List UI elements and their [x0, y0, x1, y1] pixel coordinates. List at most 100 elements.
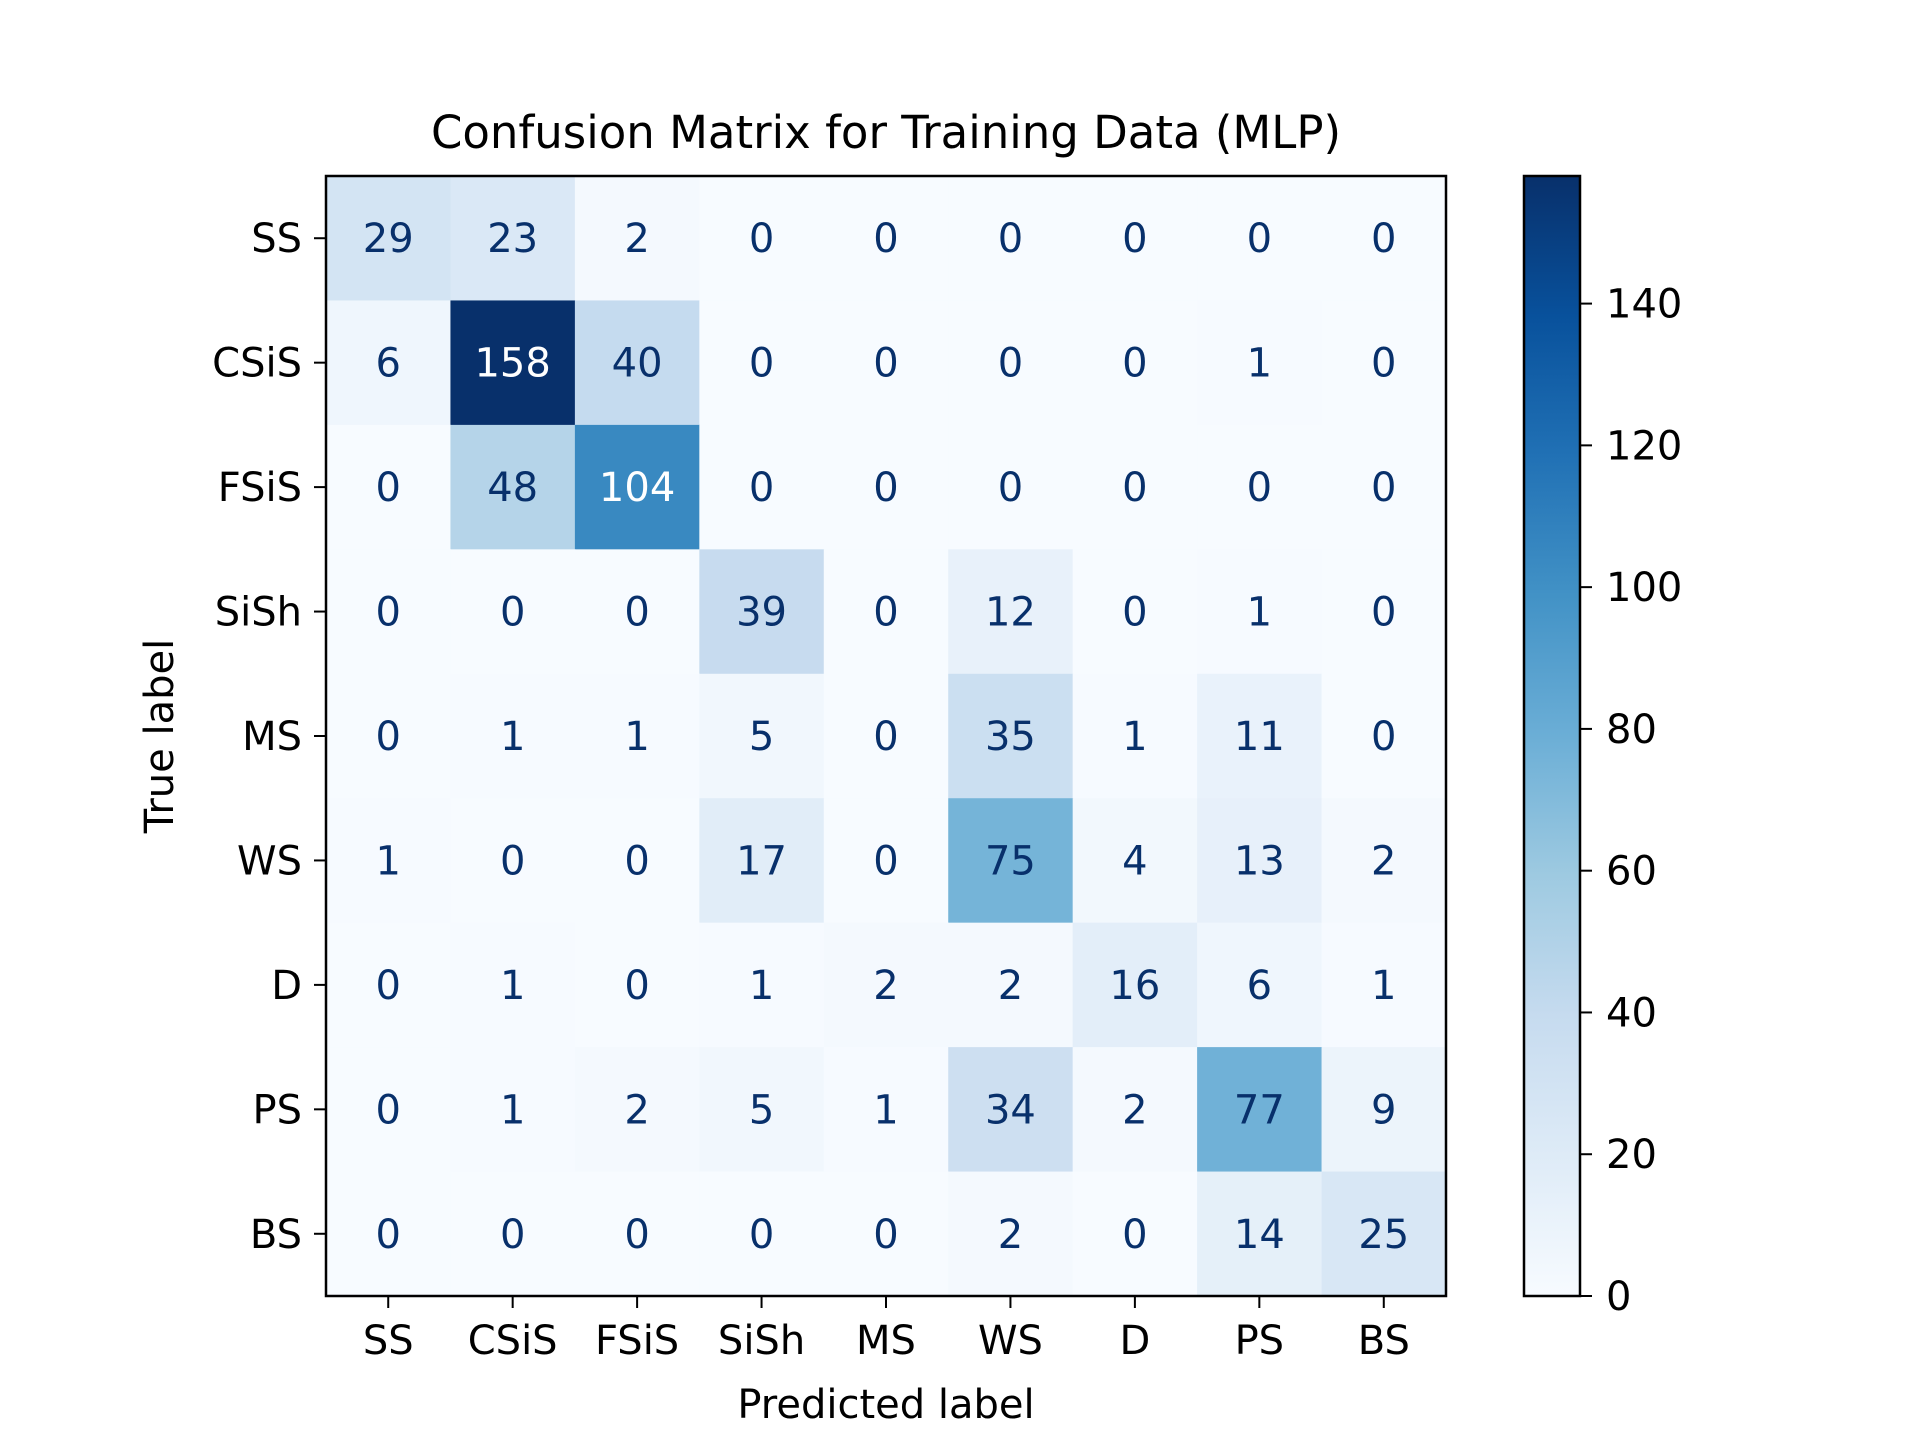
- y-tick-label: FSiS: [218, 465, 302, 511]
- colorbar-tick-label: 120: [1606, 423, 1682, 469]
- cell-value-label: 0: [873, 1212, 898, 1258]
- heatmap-cell: [326, 549, 452, 675]
- cell-value-label: 0: [873, 341, 898, 387]
- colorbar-axis: 0 20 40 60 80 100 120 140: [1580, 282, 1682, 1320]
- x-tick-label: CSiS: [468, 1318, 558, 1364]
- cell-value-label: 0: [375, 714, 400, 760]
- colorbar: [1522, 174, 1582, 1298]
- heatmap-cell: [1072, 549, 1198, 675]
- colorbar-tick-label: 40: [1606, 990, 1657, 1036]
- y-tick-label: CSiS: [212, 341, 302, 387]
- heatmap-cell: [1072, 300, 1198, 426]
- heatmap-cell: [1197, 922, 1323, 1048]
- cell-value-label: 0: [998, 341, 1023, 387]
- heatmap-cell: [823, 549, 949, 675]
- heatmap-cell: [574, 1047, 700, 1173]
- heatmap-cell: [823, 424, 949, 550]
- heatmap-cell: [948, 922, 1074, 1048]
- y-tick-label: MS: [242, 714, 302, 760]
- cell-value-label: 2: [1371, 838, 1396, 884]
- cell-value-label: 39: [736, 590, 787, 636]
- cell-value-label: 48: [487, 465, 538, 511]
- heatmap-cell: [948, 1047, 1074, 1173]
- cell-value-label: 0: [1371, 714, 1396, 760]
- heatmap-cell: [823, 300, 949, 426]
- heatmap-cell: [1197, 1171, 1323, 1297]
- heatmap-cell: [699, 798, 825, 924]
- cell-value-label: 2: [624, 216, 649, 262]
- heatmap-cell: [823, 176, 949, 302]
- cell-value-label: 0: [749, 341, 774, 387]
- cell-value-label: 0: [749, 216, 774, 262]
- heatmap-cell: [1197, 176, 1323, 302]
- cell-value-label: 0: [1371, 341, 1396, 387]
- heatmap-cell: [574, 1171, 700, 1297]
- cell-value-label: 0: [1247, 465, 1272, 511]
- heatmap-cell: [948, 673, 1074, 799]
- cell-value-label: 0: [873, 714, 898, 760]
- x-tick-label: PS: [1235, 1318, 1285, 1364]
- cell-value-label: 5: [749, 1087, 774, 1133]
- x-tick-label: FSiS: [595, 1318, 679, 1364]
- heatmap-cells: 29 23 2 0 0 0 0 0 06 158 40 0 0 0 0 1 00 48 104 0 0 0 0 0 00 0 0 39…: [326, 176, 1447, 1297]
- y-tick-label: BS: [250, 1212, 302, 1258]
- cell-value-label: 1: [500, 963, 525, 1009]
- y-tick-label: WS: [237, 838, 302, 884]
- heatmap-cell: [1197, 673, 1323, 799]
- heatmap-cell: [823, 1171, 949, 1297]
- heatmap-cell: [823, 1047, 949, 1173]
- cell-value-label: 0: [1371, 590, 1396, 636]
- heatmap-cell: [699, 922, 825, 1048]
- cell-value-label: 4: [1122, 838, 1147, 884]
- cell-value-label: 17: [736, 838, 787, 884]
- y-axis: SS CSiS FSiS SiSh MS WS D PS BS: [212, 216, 326, 1258]
- x-tick-label: SS: [363, 1318, 414, 1364]
- cell-value-label: 0: [873, 838, 898, 884]
- cell-value-label: 0: [375, 590, 400, 636]
- heatmap-cell: [823, 798, 949, 924]
- cell-value-label: 0: [873, 465, 898, 511]
- cell-value-label: 34: [985, 1087, 1036, 1133]
- heatmap-cell: [326, 424, 452, 550]
- cell-value-label: 0: [1122, 341, 1147, 387]
- cell-value-label: 0: [1122, 465, 1147, 511]
- cell-value-label: 2: [998, 963, 1023, 1009]
- cell-value-label: 0: [375, 963, 400, 1009]
- heatmap-cell: [948, 549, 1074, 675]
- cell-value-label: 1: [500, 1087, 525, 1133]
- cell-value-label: 35: [985, 714, 1036, 760]
- cell-value-label: 0: [1122, 216, 1147, 262]
- heatmap-cell: [948, 1171, 1074, 1297]
- cell-value-label: 1: [375, 838, 400, 884]
- colorbar-tick-label: 20: [1606, 1132, 1657, 1178]
- y-tick-label: SiSh: [215, 590, 302, 636]
- heatmap-cell: [574, 424, 700, 550]
- cell-value-label: 29: [363, 216, 414, 262]
- x-tick-label: D: [1119, 1318, 1150, 1364]
- cell-value-label: 1: [500, 714, 525, 760]
- heatmap-cell: [699, 549, 825, 675]
- cell-value-label: 1: [1247, 590, 1272, 636]
- heatmap-cell: [948, 424, 1074, 550]
- heatmap-cell: [1072, 922, 1198, 1048]
- heatmap-cell: [823, 922, 949, 1048]
- cell-value-label: 1: [873, 1087, 898, 1133]
- x-tick-label: SiSh: [718, 1318, 805, 1364]
- cell-value-label: 14: [1234, 1212, 1285, 1258]
- cell-value-label: 0: [1371, 216, 1396, 262]
- heatmap-cell: [326, 922, 452, 1048]
- cell-value-label: 0: [375, 1212, 400, 1258]
- cell-value-label: 23: [487, 216, 538, 262]
- heatmap-cell: [574, 798, 700, 924]
- heatmap-cell: [326, 176, 452, 302]
- x-axis: SS CSiS FSiS SiSh MS WS D PS BS: [363, 1296, 1410, 1364]
- cell-value-label: 11: [1234, 714, 1285, 760]
- heatmap-cell: [450, 1171, 576, 1297]
- heatmap-cell: [326, 300, 452, 426]
- heatmap-cell: [1321, 549, 1447, 675]
- heatmap-cell: [1321, 1171, 1447, 1297]
- cell-value-label: 2: [998, 1212, 1023, 1258]
- cell-value-label: 13: [1234, 838, 1285, 884]
- cell-value-label: 1: [1247, 341, 1272, 387]
- heatmap-cell: [450, 673, 576, 799]
